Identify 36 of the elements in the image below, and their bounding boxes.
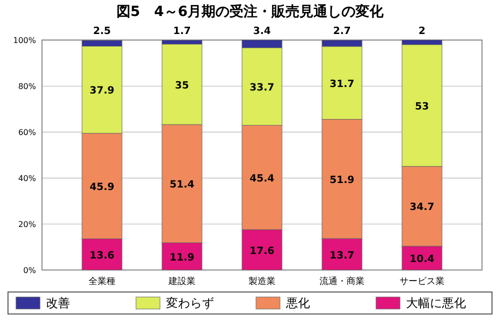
data-label: 13.6 — [90, 250, 114, 262]
data-label: 45.9 — [90, 182, 114, 194]
data-label: 2.7 — [333, 26, 351, 37]
data-label: 10.4 — [410, 254, 434, 266]
data-label: 13.7 — [330, 250, 354, 262]
data-label: 11.9 — [170, 252, 194, 264]
y-tick-label: 20% — [18, 220, 36, 230]
y-tick-label: 0% — [23, 266, 36, 275]
x-tick-label: 流通・商業 — [320, 276, 364, 287]
legend-label: 悪化 — [285, 296, 310, 310]
x-tick-label: 全業種 — [88, 276, 116, 287]
legend-label: 大幅に悪化 — [406, 296, 466, 310]
y-tick-label: 80% — [18, 82, 36, 92]
data-label: 17.6 — [250, 246, 274, 257]
data-label: 37.9 — [90, 86, 114, 97]
data-label: 33.7 — [250, 82, 274, 94]
data-label: 1.7 — [173, 26, 191, 37]
x-tick-label: サービス業 — [400, 276, 444, 287]
data-label: 2 — [418, 26, 426, 37]
x-tick-label: 建設業 — [168, 276, 196, 287]
x-tick-label: 製造業 — [248, 276, 276, 287]
y-tick-label: 40% — [18, 174, 36, 184]
y-tick-label: 60% — [18, 128, 36, 138]
data-label: 34.7 — [410, 202, 434, 214]
data-label: 51.4 — [170, 180, 194, 191]
data-label: 2.5 — [93, 26, 111, 37]
data-label: 35 — [175, 80, 189, 92]
data-label: 3.4 — [253, 26, 271, 37]
data-label: 31.7 — [330, 78, 354, 90]
y-tick-label: 100% — [13, 36, 36, 46]
data-label: 53 — [415, 101, 429, 112]
data-label: 51.9 — [330, 174, 354, 186]
legend-label: 変わらず — [166, 296, 214, 310]
data-label: 45.4 — [250, 173, 274, 184]
chart-title: 図5 4～6月期の受注・販売見通しの変化 — [116, 3, 385, 20]
legend-label: 改善 — [46, 296, 70, 310]
